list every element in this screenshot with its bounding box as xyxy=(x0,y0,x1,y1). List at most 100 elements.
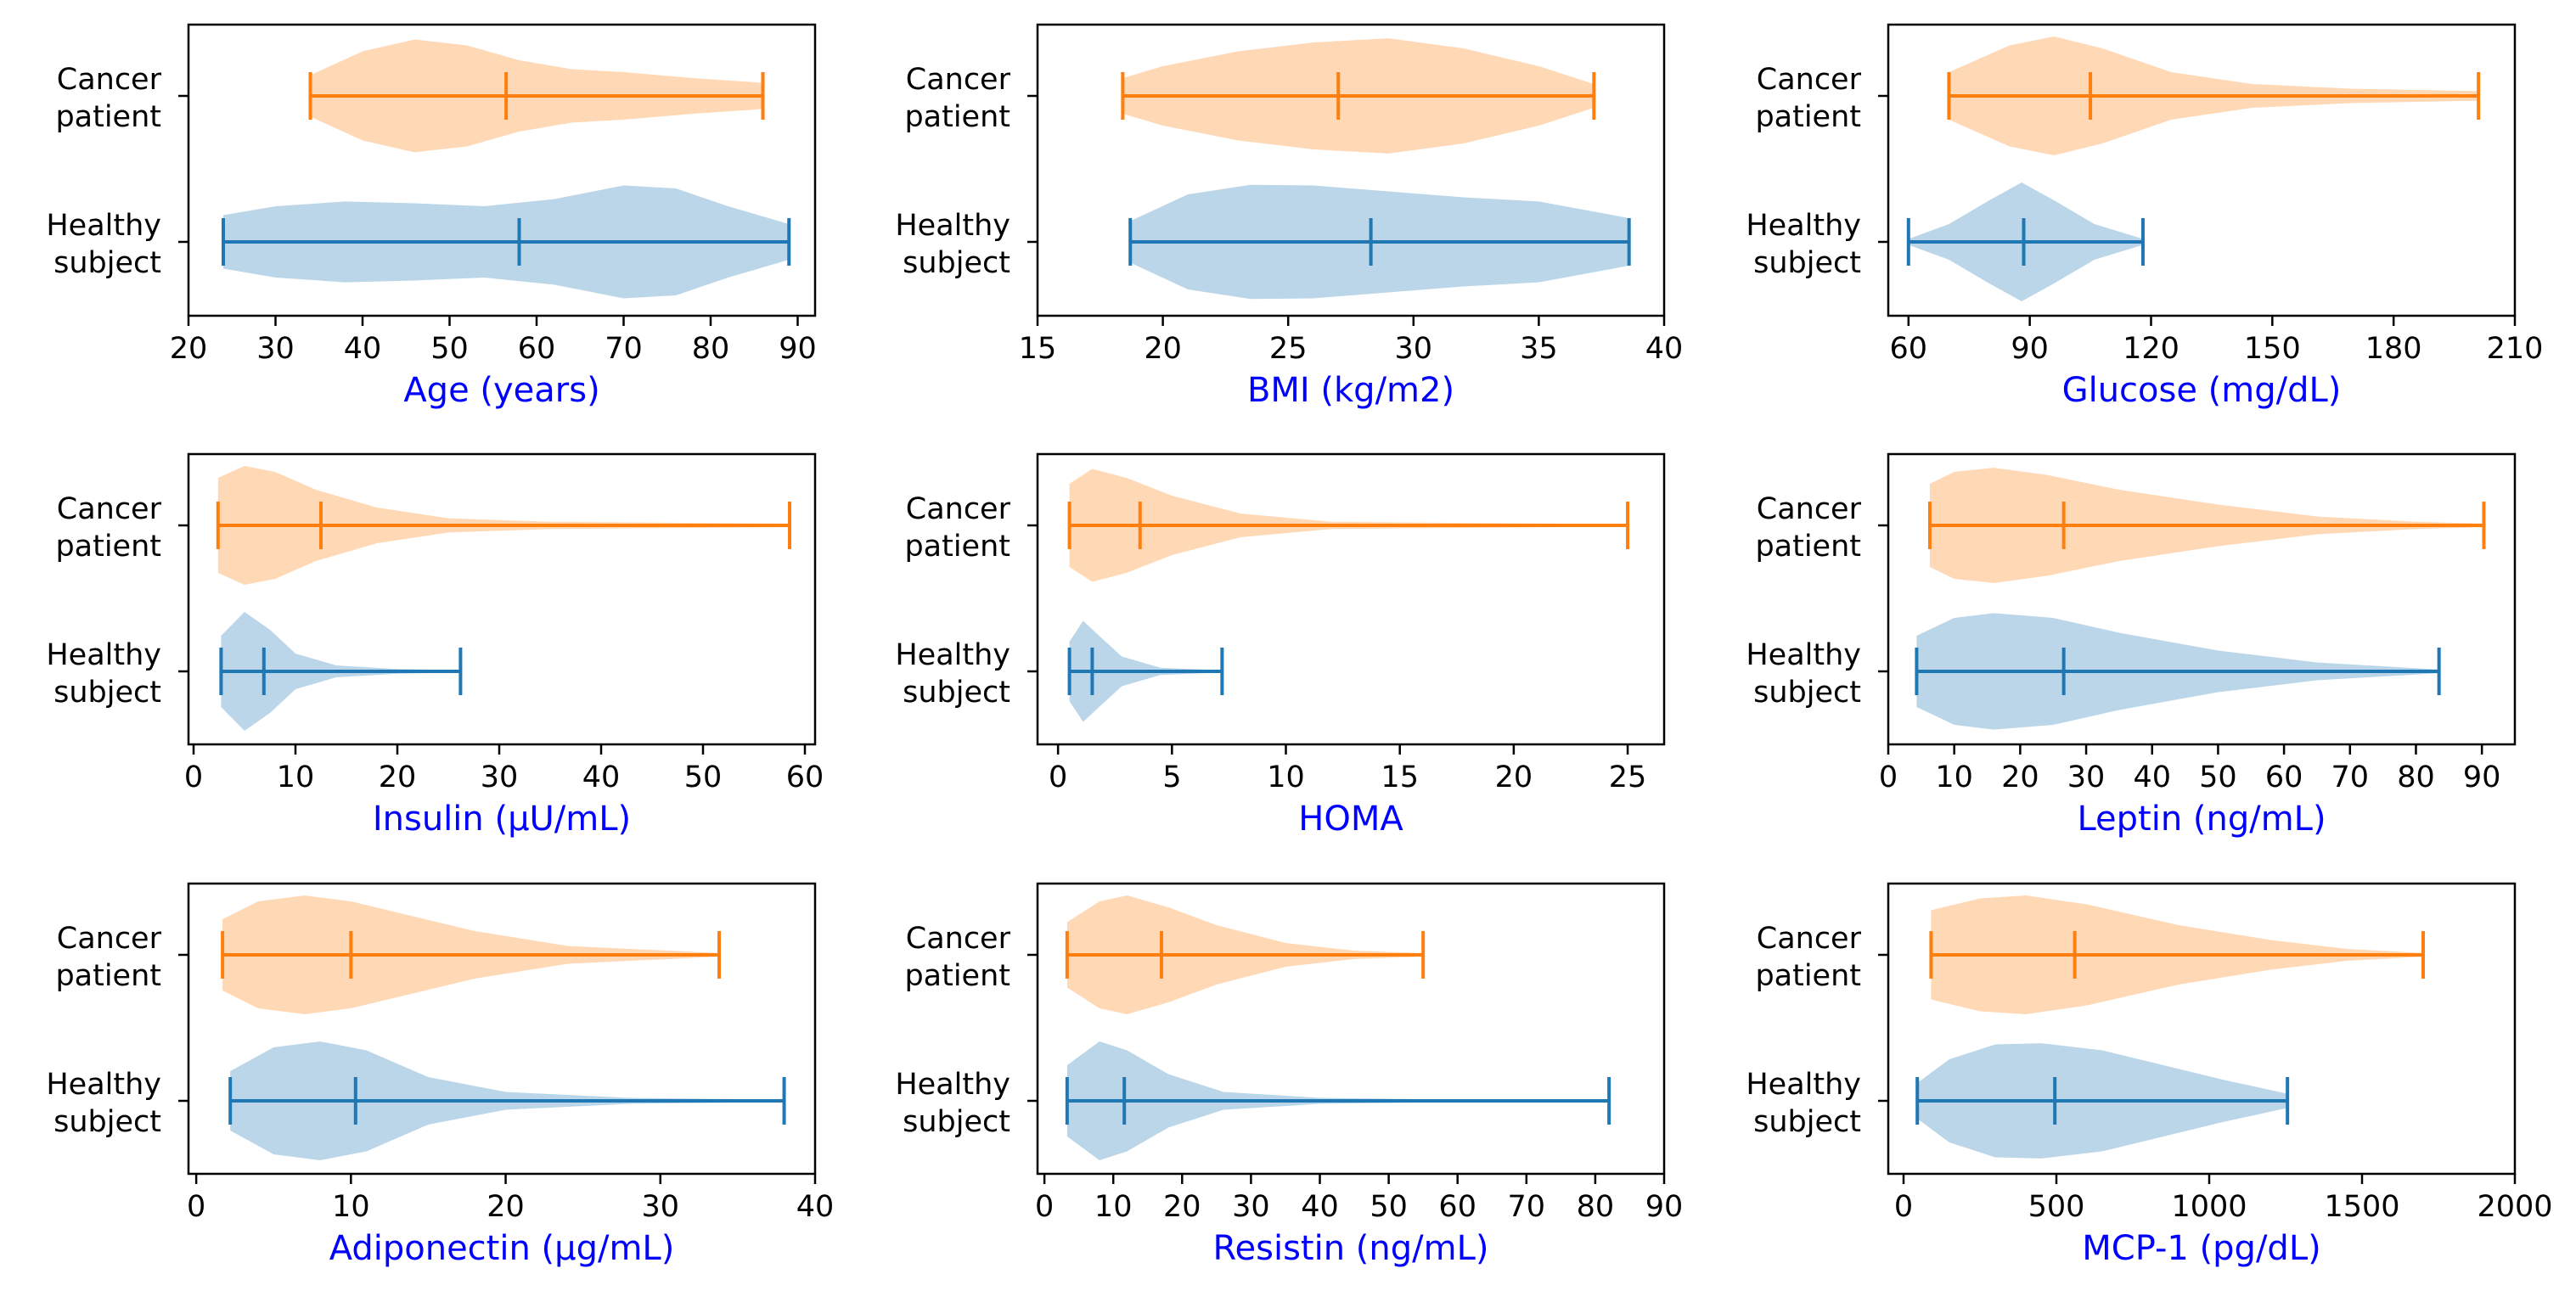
x-tick-label: 10 xyxy=(1935,760,1973,794)
category-label: Cancer patient xyxy=(904,492,1010,564)
category-label: Cancer patient xyxy=(904,63,1010,134)
x-axis-label: Age (years) xyxy=(403,371,599,410)
category-label: Cancer patient xyxy=(1755,492,1861,564)
x-tick-label: 40 xyxy=(582,760,621,794)
category-label: Healthy subject xyxy=(895,209,1010,280)
x-tick-label: 20 xyxy=(1144,332,1182,366)
x-tick-label: 210 xyxy=(2487,332,2544,366)
x-tick-label: 120 xyxy=(2123,332,2179,366)
x-tick-label: 20 xyxy=(487,1190,525,1224)
x-tick-label: 180 xyxy=(2365,332,2422,366)
x-tick-label: 30 xyxy=(1232,1190,1270,1224)
x-tick-label: 30 xyxy=(256,332,295,366)
x-tick-label: 70 xyxy=(605,332,643,366)
x-tick-label: 40 xyxy=(796,1190,835,1224)
x-tick-label: 0 xyxy=(184,760,203,794)
x-tick-label: 1000 xyxy=(2171,1190,2247,1224)
x-tick-label: 60 xyxy=(2265,760,2303,794)
x-tick-label: 20 xyxy=(2001,760,2039,794)
x-tick-label: 0 xyxy=(1879,760,1898,794)
axes-frame xyxy=(187,882,817,1176)
x-tick-label: 25 xyxy=(1269,332,1308,366)
x-tick-label: 50 xyxy=(1370,1190,1408,1224)
x-tick-label: 500 xyxy=(2028,1190,2085,1224)
category-label: Cancer patient xyxy=(904,922,1010,993)
x-tick-label: 70 xyxy=(2331,760,2370,794)
x-tick-label: 30 xyxy=(481,760,519,794)
x-tick-label: 1500 xyxy=(2324,1190,2399,1224)
category-label: Healthy subject xyxy=(46,1068,161,1139)
axes-frame xyxy=(1887,23,2517,317)
violin-panel-1: 20 30 40 50 60 70 80 90 Age (years) Cancer patient… xyxy=(46,23,817,410)
x-tick-label: 50 xyxy=(2199,760,2237,794)
x-tick-label: 40 xyxy=(2133,760,2171,794)
x-tick-label: 30 xyxy=(1395,332,1433,366)
x-axis-label: BMI (kg/m2) xyxy=(1247,371,1454,410)
x-axis-label: Insulin (µU/mL) xyxy=(373,800,631,839)
x-tick-label: 0 xyxy=(1894,1190,1913,1224)
violin-panel-5: 0 5 10 15 20 25 HOMA Cancer patient Healthy subjec… xyxy=(895,452,1666,839)
x-tick-label: 10 xyxy=(332,1190,370,1224)
violin-panel-2: 15 20 25 30 35 40 BMI (kg/m2) Cancer patient Heal… xyxy=(895,23,1684,410)
x-tick-label: 2000 xyxy=(2477,1190,2552,1224)
category-label: Healthy subject xyxy=(895,638,1010,710)
x-tick-label: 30 xyxy=(2067,760,2106,794)
x-tick-label: 40 xyxy=(344,332,382,366)
violin-panel-7: 0 10 20 30 40 Adiponectin (µg/mL) Cancer patien… xyxy=(46,882,835,1268)
x-tick-label: 20 xyxy=(170,332,208,366)
category-label: Healthy subject xyxy=(46,638,161,710)
category-label: Healthy subject xyxy=(1746,1068,1861,1139)
axes-frame xyxy=(187,452,817,746)
x-tick-label: 40 xyxy=(1301,1190,1339,1224)
category-label: Cancer patient xyxy=(1755,922,1861,993)
x-tick-label: 80 xyxy=(692,332,730,366)
x-tick-label: 50 xyxy=(684,760,723,794)
x-tick-label: 60 xyxy=(518,332,556,366)
x-tick-label: 90 xyxy=(1645,1190,1684,1224)
x-axis-label: Glucose (mg/dL) xyxy=(2062,371,2342,410)
x-tick-label: 50 xyxy=(430,332,469,366)
category-label: Healthy subject xyxy=(895,1068,1010,1139)
x-tick-label: 90 xyxy=(2463,760,2501,794)
category-label: Cancer patient xyxy=(55,922,161,993)
violin-panel-9: 0 500 1000 1500 2000 MCP-1 (pg/dL) Cancer patie… xyxy=(1746,882,2553,1268)
x-tick-label: 20 xyxy=(1163,1190,1201,1224)
x-tick-label: 80 xyxy=(2397,760,2435,794)
x-axis-label: HOMA xyxy=(1298,800,1403,839)
x-tick-label: 40 xyxy=(1645,332,1684,366)
x-tick-label: 15 xyxy=(1019,332,1057,366)
x-tick-label: 25 xyxy=(1609,760,1647,794)
x-tick-label: 10 xyxy=(277,760,315,794)
x-tick-label: 20 xyxy=(379,760,417,794)
axes-frame xyxy=(1036,882,1666,1176)
x-axis-label: MCP-1 (pg/dL) xyxy=(2082,1229,2320,1268)
x-tick-label: 90 xyxy=(779,332,817,366)
axes-frame xyxy=(1036,23,1666,317)
x-tick-label: 60 xyxy=(1890,332,1928,366)
x-tick-label: 30 xyxy=(642,1190,680,1224)
x-axis-label: Leptin (ng/mL) xyxy=(2077,800,2326,839)
x-tick-label: 90 xyxy=(2011,332,2049,366)
category-label: Healthy subject xyxy=(1746,638,1861,710)
x-tick-label: 35 xyxy=(1520,332,1558,366)
x-tick-label: 70 xyxy=(1508,1190,1546,1224)
x-axis-label: Resistin (ng/mL) xyxy=(1213,1229,1489,1268)
x-tick-label: 0 xyxy=(1035,1190,1054,1224)
x-axis-label: Adiponectin (µg/mL) xyxy=(329,1229,675,1268)
x-tick-label: 150 xyxy=(2244,332,2301,366)
axes-frame xyxy=(187,23,817,317)
axes-frame xyxy=(1887,882,2517,1176)
category-label: Healthy subject xyxy=(46,209,161,280)
violin-panel-3: 60 90 120 150 180 210 Glucose (mg/dL) Cancer pat… xyxy=(1746,23,2544,410)
x-tick-label: 0 xyxy=(1049,760,1067,794)
x-tick-label: 60 xyxy=(786,760,824,794)
axes-frame xyxy=(1036,452,1666,746)
violin-panel-4: 0 10 20 30 40 50 60 Insulin (µU/mL) Cancer patien… xyxy=(46,452,824,839)
x-tick-label: 15 xyxy=(1381,760,1419,794)
x-tick-label: 60 xyxy=(1438,1190,1476,1224)
category-label: Cancer patient xyxy=(55,63,161,134)
violin-panel-6: 0 10 20 30 40 50 60 70 80 90 Leptin (ng/mL) Cancer p… xyxy=(1746,452,2517,839)
axes-frame xyxy=(1887,452,2517,746)
violin-panel-8: 0 10 20 30 40 50 60 70 80 90 Resistin (ng/mL) Cance… xyxy=(895,882,1684,1268)
